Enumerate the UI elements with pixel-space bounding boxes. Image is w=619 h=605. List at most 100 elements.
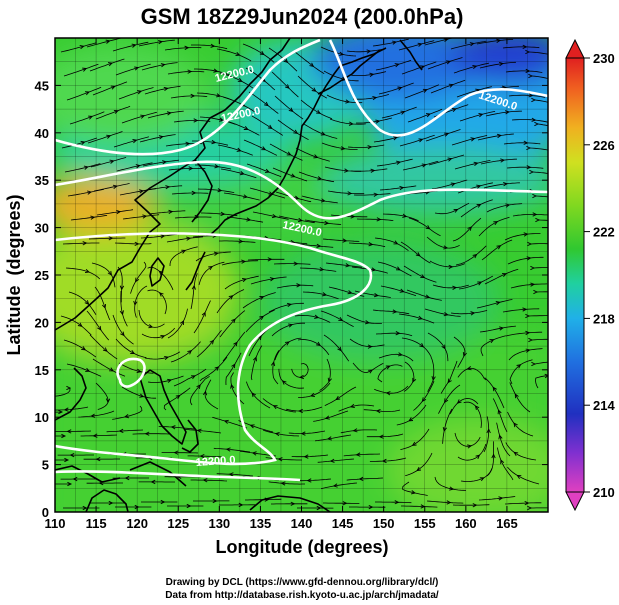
streamline	[63, 339, 97, 358]
streamline	[297, 75, 327, 99]
streamline-arrow	[528, 93, 534, 98]
streamline	[245, 498, 282, 501]
streamline-arrow	[475, 454, 481, 460]
streamline	[114, 242, 152, 245]
streamline	[455, 245, 487, 266]
streamline	[191, 44, 228, 50]
streamline-arrow	[105, 398, 111, 404]
streamline	[91, 262, 116, 288]
streamline-arrow	[442, 426, 447, 432]
streamline	[225, 352, 242, 386]
streamline-arrow	[349, 403, 355, 408]
streamline-arrow	[158, 292, 164, 297]
streamline-arrow	[332, 483, 338, 488]
streamline-arrow	[527, 241, 533, 247]
streamline	[276, 284, 314, 289]
streamline	[112, 314, 134, 345]
streamline	[401, 505, 438, 508]
streamline	[404, 84, 440, 99]
streamline-arrow	[523, 232, 529, 237]
streamline	[405, 452, 433, 477]
streamline	[372, 309, 410, 315]
streamline-arrow	[90, 413, 96, 418]
streamline-arrow	[525, 330, 531, 336]
streamline	[115, 63, 151, 76]
streamline-arrow	[345, 263, 351, 268]
streamline	[295, 147, 330, 162]
streamline-arrow	[150, 479, 156, 485]
streamline	[263, 429, 300, 437]
streamline	[483, 182, 520, 189]
streamline-arrow	[82, 67, 88, 72]
streamline-arrow	[316, 243, 322, 249]
streamline-arrow	[526, 165, 532, 170]
streamline	[449, 398, 479, 414]
streamline	[442, 408, 453, 444]
streamline-arrow	[259, 296, 265, 300]
streamline-arrow	[259, 315, 265, 321]
streamline	[115, 338, 147, 359]
streamline-arrow	[496, 133, 502, 139]
coastline-taiwan	[149, 257, 165, 287]
credit-drawing: Drawing by DCL (https://www.gfd-dennou.o…	[166, 577, 439, 588]
streamline-arrow	[534, 121, 540, 127]
streamline	[356, 117, 392, 124]
streamline	[374, 385, 409, 394]
streamline	[302, 291, 339, 300]
colorbar-gradient	[565, 57, 585, 493]
streamline	[193, 300, 211, 334]
streamline-arrow	[525, 68, 531, 74]
streamline	[366, 433, 404, 438]
streamline-arrow	[371, 267, 377, 272]
streamline-arrow	[116, 209, 122, 215]
streamline-arrow	[535, 217, 541, 223]
streamline	[296, 243, 334, 248]
streamline-arrow	[119, 285, 125, 291]
streamline	[356, 218, 394, 221]
streamline	[68, 291, 97, 316]
streamline-arrow	[210, 43, 216, 48]
streamline	[378, 82, 414, 95]
streamline	[164, 47, 202, 51]
streamline-arrow	[251, 451, 257, 456]
y-tick-label: 10	[35, 410, 49, 425]
streamline-arrow	[290, 501, 296, 506]
streamline	[504, 502, 542, 505]
streamline-arrow	[202, 478, 208, 483]
streamline	[346, 314, 382, 324]
streamline-arrow	[319, 267, 325, 272]
streamline-arrow	[479, 477, 485, 482]
streamline-arrow	[491, 453, 496, 459]
streamline	[78, 410, 115, 418]
streamline	[510, 283, 548, 289]
streamline-arrow	[168, 209, 174, 214]
streamline-arrow	[228, 295, 234, 300]
streamline-arrow	[194, 214, 200, 220]
streamline	[398, 40, 435, 51]
streamline-arrow	[180, 320, 184, 326]
streamline	[55, 387, 71, 397]
streamline-arrow	[497, 409, 502, 415]
streamline	[346, 48, 384, 53]
streamline-arrow	[109, 367, 114, 372]
streamline-arrow	[158, 39, 164, 45]
streamline-arrow	[300, 431, 306, 436]
streamline-arrow	[249, 424, 255, 429]
streamline	[80, 434, 118, 437]
grid-lines	[55, 38, 548, 512]
streamline-arrow	[277, 457, 283, 462]
y-tick-label: 45	[35, 78, 49, 93]
streamline	[363, 409, 401, 412]
streamline-arrow	[472, 503, 478, 508]
streamline-arrow	[109, 159, 115, 164]
streamline-arrow	[242, 278, 247, 283]
streamline-arrow	[293, 129, 299, 134]
streamline	[195, 251, 231, 262]
streamline-arrow	[476, 184, 482, 189]
streamline	[483, 416, 490, 453]
streamline-arrow	[532, 212, 538, 217]
streamline-arrow	[134, 66, 140, 71]
streamline	[478, 216, 510, 237]
streamline	[301, 195, 338, 204]
streamline-arrow	[500, 158, 506, 163]
